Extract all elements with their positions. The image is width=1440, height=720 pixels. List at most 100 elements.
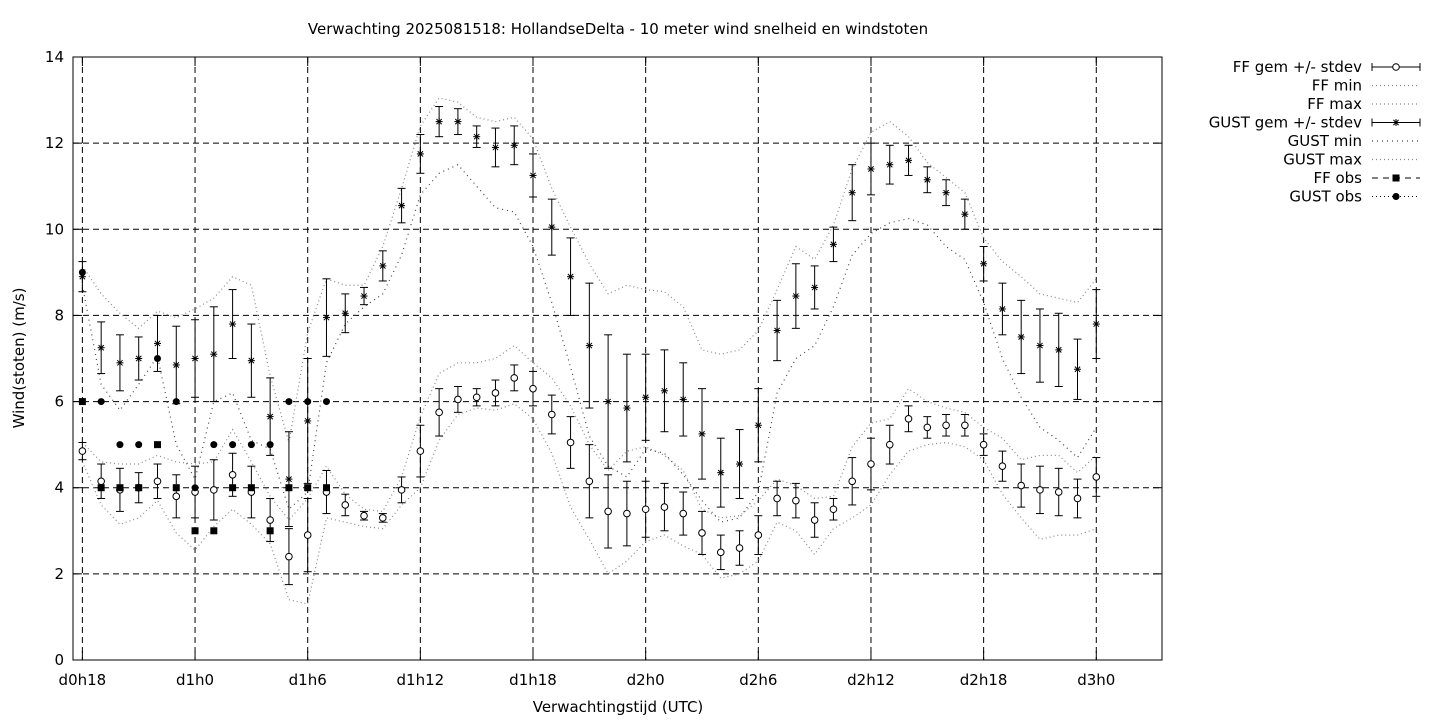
legend-label: FF obs xyxy=(1313,169,1362,187)
ff-obs-point xyxy=(172,484,180,492)
ff-obs-point xyxy=(116,484,124,492)
ff-obs-point xyxy=(210,527,218,535)
ff-mean-point xyxy=(172,492,181,501)
gust-mean-point xyxy=(961,210,969,218)
gust-mean-point xyxy=(998,305,1006,313)
ff-mean-point xyxy=(810,516,819,524)
gust-mean-point xyxy=(379,262,387,270)
gust-mean-point xyxy=(210,350,218,358)
y-tick-label: 4 xyxy=(54,479,64,497)
gust-mean-point xyxy=(435,118,443,126)
x-tick-label: d2h18 xyxy=(960,671,1008,689)
ff-mean-point xyxy=(379,514,387,522)
legend-label: GUST gem +/- stdev xyxy=(1209,114,1362,132)
ff-mean-point xyxy=(78,447,87,455)
ff-mean-point xyxy=(435,408,443,417)
legend-label: GUST min xyxy=(1288,132,1362,150)
ff-obs-point xyxy=(229,484,237,492)
ff-mean-point xyxy=(961,421,969,430)
gust-mean-point xyxy=(304,417,312,425)
axis-ticks: 0 2 4 6 8 10 12 14 d0h18 d1h0 d1h6 d1h12 d1h18 d2h0 d2… xyxy=(45,48,1162,689)
ff-mean-point xyxy=(792,496,800,505)
gust-mean-point xyxy=(135,355,143,362)
gust-mean-point xyxy=(923,176,931,184)
ff-mean-point xyxy=(360,511,368,520)
ff-mean-point xyxy=(867,460,875,468)
ff-mean-point xyxy=(510,374,519,382)
gust-mean-point xyxy=(848,189,856,197)
legend-label: FF max xyxy=(1307,95,1362,113)
y-tick-label: 0 xyxy=(54,651,64,669)
gust-mean-point xyxy=(1055,346,1063,354)
ff-obs-point xyxy=(247,484,255,492)
gust-mean-point xyxy=(473,133,481,141)
ff-mean-point xyxy=(566,438,575,447)
ff-obs-point xyxy=(285,484,293,492)
ff-mean-point xyxy=(153,477,162,486)
ff-mean-point xyxy=(416,447,425,455)
legend-label: FF min xyxy=(1312,77,1362,95)
gust-mean-point xyxy=(285,475,293,483)
ff-mean-point xyxy=(1017,481,1025,490)
ff-mean-point xyxy=(1036,486,1044,494)
x-tick-label: d3h0 xyxy=(1077,671,1115,689)
gust-mean-point xyxy=(980,260,988,268)
ff-mean-point xyxy=(1092,473,1101,481)
ff-mean-point xyxy=(641,505,650,514)
y-tick-label: 8 xyxy=(54,306,64,324)
ff-mean-point xyxy=(228,470,237,479)
ff-mean-point xyxy=(210,486,218,494)
ff-mean-point xyxy=(397,486,406,494)
gust-obs-point xyxy=(247,441,255,449)
gust-mean-point xyxy=(604,398,612,406)
gust-obs-point xyxy=(135,441,143,449)
x-tick-label: d1h18 xyxy=(509,671,557,689)
gust-mean-point xyxy=(792,292,800,300)
gust-mean-point xyxy=(698,430,706,438)
gust-mean-point xyxy=(829,240,837,248)
gust-mean-point xyxy=(1092,320,1100,328)
gust-min-line xyxy=(81,163,1097,523)
ff-max-line xyxy=(81,344,1097,521)
gust-mean-point xyxy=(679,395,687,403)
plot-frame xyxy=(72,56,1163,661)
x-tick-label: d2h6 xyxy=(739,671,777,689)
y-tick-label: 12 xyxy=(45,134,64,152)
ff-obs-point xyxy=(322,484,330,492)
gust-mean-point xyxy=(660,387,668,395)
gust-mean-point xyxy=(811,283,819,291)
y-tick-label: 10 xyxy=(45,220,64,238)
gust-mean-point xyxy=(773,327,781,335)
gust-mean-point xyxy=(247,357,255,365)
ff-mean-point xyxy=(491,389,500,397)
ff-mean-point xyxy=(848,477,856,486)
gust-obs-point xyxy=(191,484,199,492)
y-tick-label: 6 xyxy=(54,393,64,411)
ff-mean-point xyxy=(1073,494,1082,503)
gust-mean-point xyxy=(416,150,424,158)
ff-mean-point xyxy=(604,507,612,516)
gust-obs-point xyxy=(97,398,105,406)
gust-mean-point xyxy=(491,143,499,151)
data-points xyxy=(78,118,1101,561)
gust-obs-point xyxy=(266,441,274,449)
x-tick-label: d1h12 xyxy=(397,671,445,689)
x-tick-label: d1h6 xyxy=(289,671,327,689)
ff-mean-point xyxy=(472,393,481,402)
gust-obs-point xyxy=(116,441,124,449)
ff-mean-point xyxy=(698,529,706,537)
gust-mean-point xyxy=(754,421,762,429)
ff-obs-point xyxy=(266,527,274,535)
chart-title: Verwachting 2025081518: HollandseDelta -… xyxy=(308,20,928,38)
gust-mean-point xyxy=(942,189,950,197)
gust-mean-point xyxy=(585,342,593,350)
ff-mean-point xyxy=(885,440,894,449)
gust-mean-point xyxy=(191,355,199,362)
ff-mean-point xyxy=(942,421,950,430)
ff-mean-point xyxy=(585,477,594,486)
min-max-lines xyxy=(81,97,1097,605)
ff-mean-point xyxy=(979,440,988,449)
gust-mean-point xyxy=(642,393,650,401)
